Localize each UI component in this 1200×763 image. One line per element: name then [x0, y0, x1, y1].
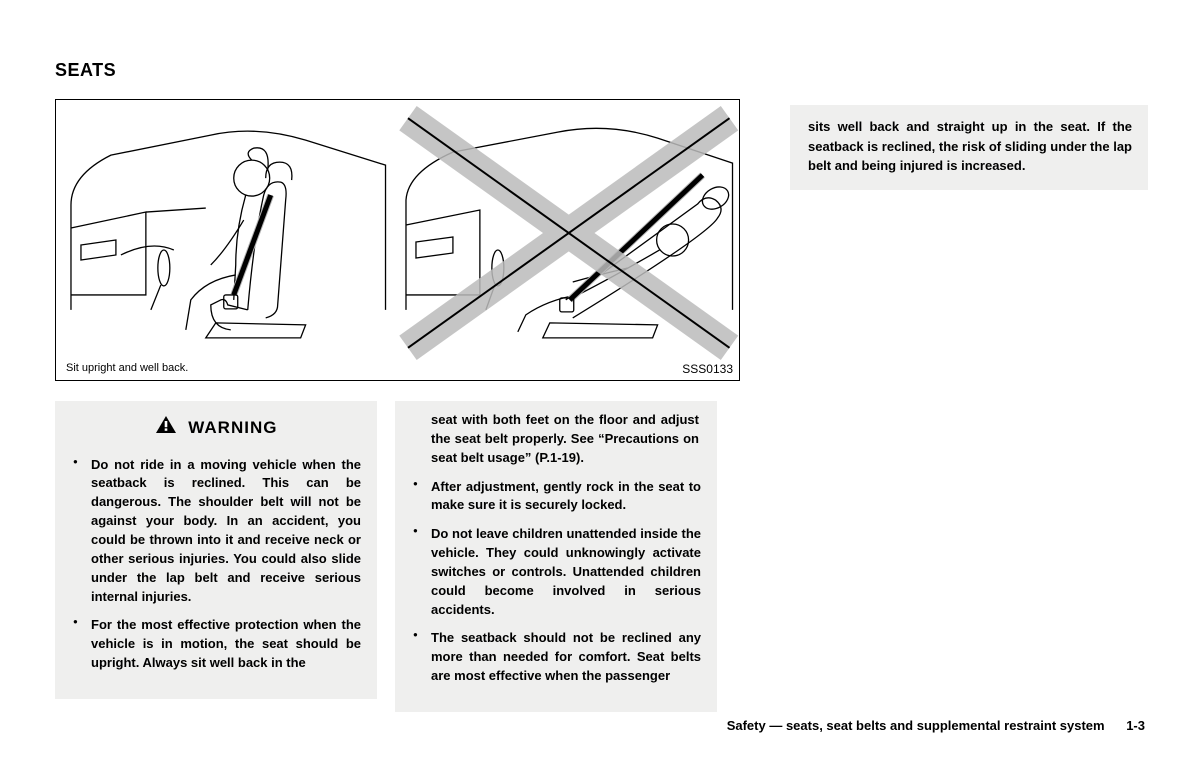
illustration-caption: Sit upright and well back.	[66, 362, 188, 374]
warning-col-2: seat with both feet on the floor and adj…	[395, 401, 735, 712]
warning-list-2: After adjustment, gently rock in the sea…	[411, 478, 701, 686]
reclined-seat-svg	[398, 100, 740, 380]
upright-seat-svg	[56, 100, 398, 380]
warning-col-1: WARNING Do not ride in a moving vehicle …	[55, 401, 395, 712]
warning-label: WARNING	[188, 418, 277, 437]
section-title: SEATS	[55, 60, 1145, 81]
warning-item: After adjustment, gently rock in the sea…	[411, 478, 701, 516]
warning-item: The seatback should not be reclined any …	[411, 629, 701, 686]
illustration-wrong-posture	[398, 100, 740, 380]
warning-box: WARNING Do not ride in a moving vehicle …	[55, 401, 377, 699]
warning-item: For the most effective protection when t…	[71, 616, 361, 673]
warning-triangle-icon	[155, 415, 177, 442]
page-footer: Safety — seats, seat belts and supplemen…	[727, 718, 1145, 733]
footer-page-number: 1-3	[1126, 718, 1145, 733]
warning-list-1: Do not ride in a moving vehicle when the…	[71, 456, 361, 673]
warning-item: Do not ride in a moving vehicle when the…	[71, 456, 361, 607]
warning-continuation-fragment: seat with both feet on the floor and adj…	[411, 411, 701, 478]
warning-item: Do not leave children unattended inside …	[411, 525, 701, 619]
warning-columns: WARNING Do not ride in a moving vehicle …	[55, 401, 1145, 712]
warning-box-continued: seat with both feet on the floor and adj…	[395, 401, 717, 712]
figure-code: SSS0133	[682, 362, 733, 376]
illustration-correct-posture	[56, 100, 398, 380]
seat-illustration: Sit upright and well back. SSS0133	[55, 99, 740, 381]
footer-chapter: Safety — seats, seat belts and supplemen…	[727, 718, 1105, 733]
warning-right-continuation: sits well back and straight up in the se…	[790, 105, 1148, 190]
warning-header: WARNING	[71, 415, 361, 442]
